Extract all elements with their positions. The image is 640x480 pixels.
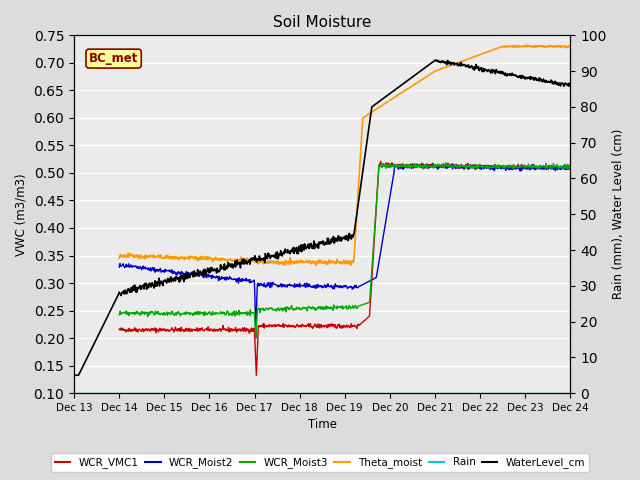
Rain <box>121 390 129 396</box>
WCR_Moist2 <box>271 281 278 287</box>
WCR_Moist3 <box>466 165 474 171</box>
Y-axis label: VWC (m3/m3): VWC (m3/m3) <box>15 173 28 255</box>
Y-axis label: Rain (mm), Water Level (cm): Rain (mm), Water Level (cm) <box>612 129 625 300</box>
X-axis label: Time: Time <box>308 419 337 432</box>
WaterLevel_cm <box>271 253 278 259</box>
Line: Theta_moist: Theta_moist <box>119 45 570 265</box>
Text: BC_met: BC_met <box>89 52 138 65</box>
WaterLevel_cm <box>458 62 465 68</box>
WCR_Moist3 <box>566 164 574 169</box>
WaterLevel_cm <box>467 64 474 70</box>
Rain <box>70 390 78 396</box>
WCR_Moist3 <box>289 306 296 312</box>
WCR_VMC1 <box>466 163 474 169</box>
Rain <box>466 390 474 396</box>
Line: WaterLevel_cm: WaterLevel_cm <box>74 60 570 375</box>
WCR_VMC1 <box>566 165 574 171</box>
Theta_moist <box>411 81 419 87</box>
WCR_VMC1 <box>457 164 465 169</box>
WCR_Moist3 <box>121 310 129 316</box>
WCR_Moist2 <box>289 283 296 288</box>
WCR_VMC1 <box>121 327 129 333</box>
WCR_VMC1 <box>271 322 278 327</box>
WaterLevel_cm <box>70 372 78 378</box>
WCR_Moist2 <box>566 165 574 170</box>
Theta_moist <box>121 252 129 258</box>
Title: Soil Moisture: Soil Moisture <box>273 15 371 30</box>
WCR_Moist3 <box>457 163 465 168</box>
WaterLevel_cm <box>121 291 129 297</box>
WCR_Moist2 <box>466 165 474 171</box>
WCR_VMC1 <box>289 323 296 329</box>
WCR_Moist2 <box>411 162 419 168</box>
Line: WCR_Moist3: WCR_Moist3 <box>119 163 570 338</box>
WCR_Moist2 <box>457 165 465 170</box>
WCR_VMC1 <box>411 163 419 168</box>
WaterLevel_cm <box>411 72 419 78</box>
WaterLevel_cm <box>566 81 574 87</box>
WCR_Moist3 <box>271 306 278 312</box>
Theta_moist <box>466 55 474 61</box>
Theta_moist <box>566 44 574 49</box>
WaterLevel_cm <box>431 57 439 63</box>
WCR_Moist2 <box>121 265 129 271</box>
Theta_moist <box>289 259 296 265</box>
Rain <box>566 390 574 396</box>
Rain <box>411 390 419 396</box>
Theta_moist <box>271 259 278 264</box>
Rain <box>289 390 296 396</box>
WCR_Moist3 <box>411 161 419 167</box>
Legend: WCR_VMC1, WCR_Moist2, WCR_Moist3, Theta_moist, Rain, WaterLevel_cm: WCR_VMC1, WCR_Moist2, WCR_Moist3, Theta_… <box>51 453 589 472</box>
WaterLevel_cm <box>289 246 296 252</box>
Line: WCR_Moist2: WCR_Moist2 <box>119 164 570 338</box>
Rain <box>457 390 465 396</box>
Theta_moist <box>457 59 465 64</box>
Rain <box>271 390 278 396</box>
Line: WCR_VMC1: WCR_VMC1 <box>119 161 570 375</box>
